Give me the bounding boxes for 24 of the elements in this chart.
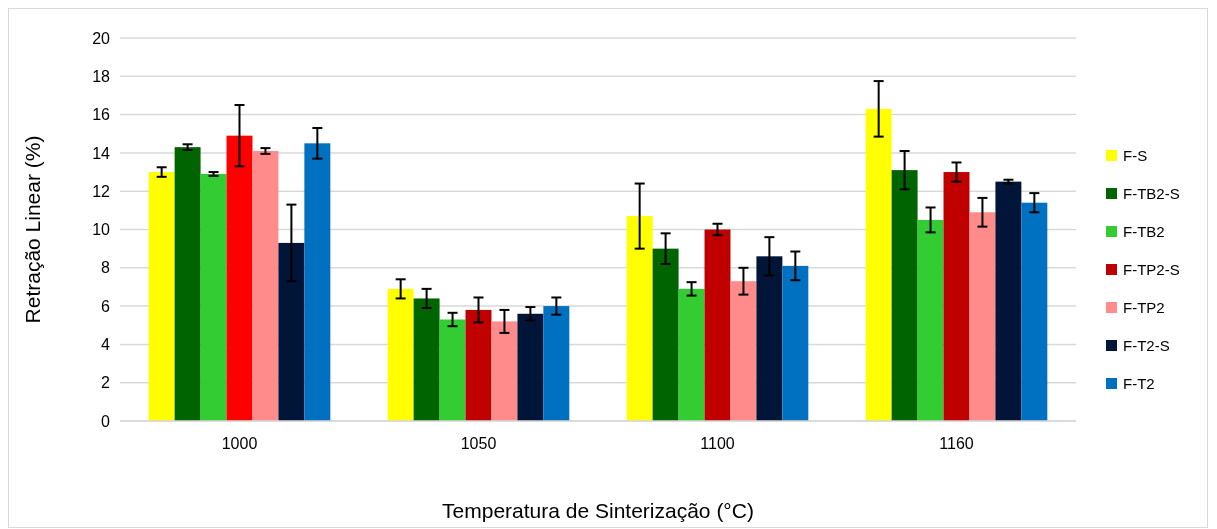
legend-label: F-TP2-S <box>1123 261 1180 279</box>
y-tick-label: 18 <box>92 67 111 85</box>
x-tick-label: 1160 <box>939 435 974 452</box>
legend-label: F-TB2 <box>1123 223 1165 241</box>
legend-label: F-T2 <box>1123 375 1155 393</box>
y-tick-label: 20 <box>92 29 111 47</box>
y-axis-title: Retração Linear (%) <box>21 135 44 324</box>
legend-label: F-S <box>1123 147 1148 165</box>
x-tick-label: 1000 <box>221 435 258 452</box>
y-tick-label: 6 <box>101 297 111 315</box>
x-tick-label: 1050 <box>460 435 497 452</box>
y-tick-label: 16 <box>92 106 111 124</box>
x-axis-title: Temperatura de Sinterização (°C) <box>442 499 754 522</box>
y-tick-label: 14 <box>92 144 111 162</box>
y-tick-label: 10 <box>92 221 111 239</box>
y-tick-label: 8 <box>101 259 111 277</box>
legend-label: F-T2-S <box>1123 337 1170 355</box>
y-tick-label: 4 <box>101 336 111 353</box>
y-tick-label: 12 <box>92 182 111 200</box>
legend-label: F-TP2 <box>1123 299 1165 317</box>
legend-label: F-TB2-S <box>1123 185 1180 203</box>
x-tick-label: 1100 <box>700 435 735 452</box>
y-tick-label: 2 <box>101 374 111 392</box>
y-tick-label: 0 <box>101 412 111 430</box>
